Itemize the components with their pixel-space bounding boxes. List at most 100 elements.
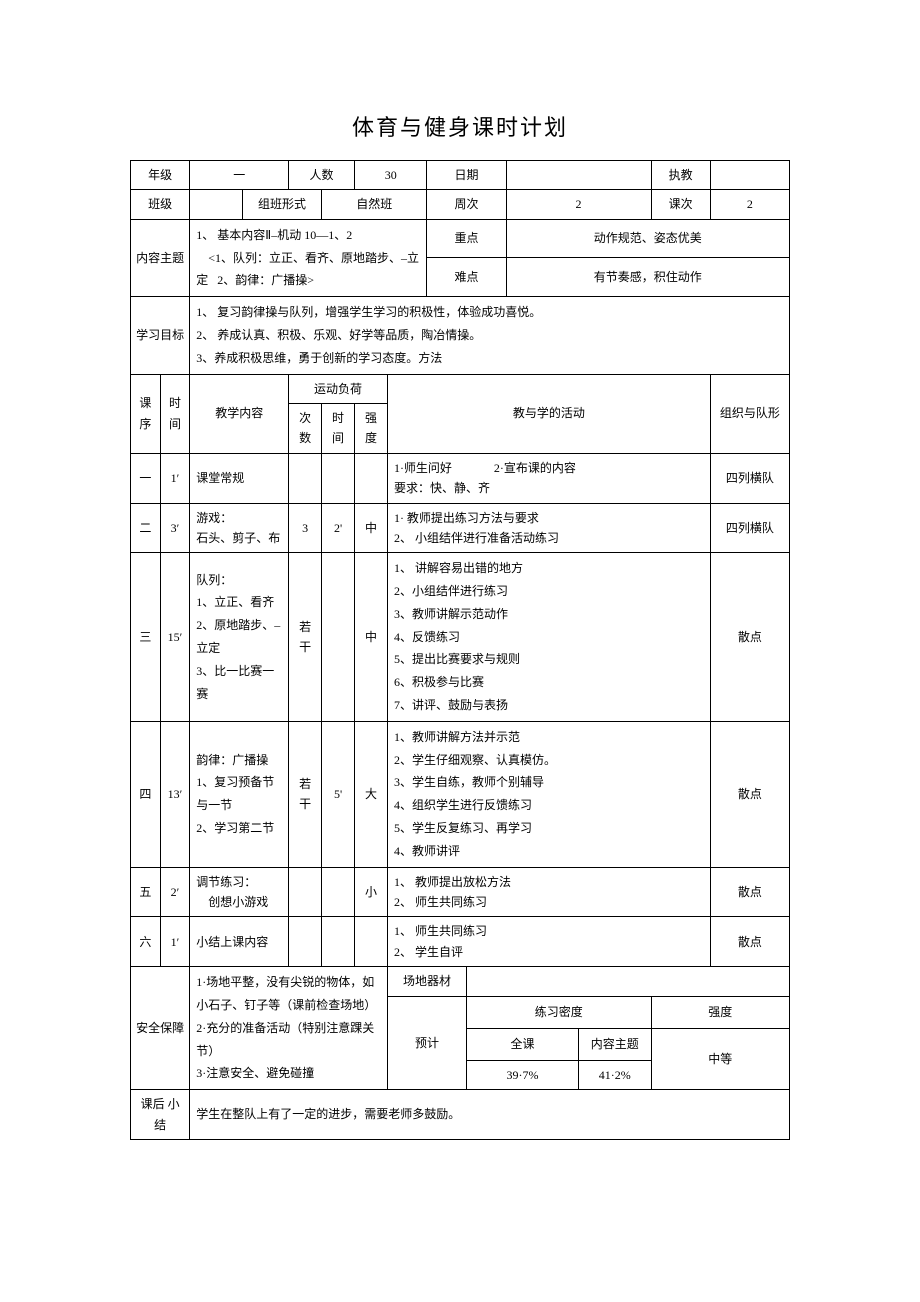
content-text: 1、 基本内容Ⅱ–机动 10—1、2 <1、队列：立正、看齐、原地踏步、–立定 … — [190, 219, 427, 296]
lesson-label: 课次 — [651, 190, 710, 219]
row-seq: 五 — [131, 867, 161, 917]
activity-header-1: 课序 时间 教学内容 运动负荷 教与学的活动 组织与队形 — [131, 374, 790, 403]
lesson-plan-table: 年级 一 人数 30 日期 执教 班级 组班形式 自然班 周次 2 课次 2 内… — [130, 160, 790, 1140]
table-row: 三 15′ 队列：1、立正、看齐2、原地踏步、–立定3、比一比赛一赛 若干 中 … — [131, 553, 790, 722]
form-label: 组班形式 — [243, 190, 322, 219]
load-header: 运动负荷 — [289, 374, 388, 403]
lesson-value: 2 — [710, 190, 789, 219]
row-seq: 二 — [131, 503, 161, 553]
full-value: 39·7% — [467, 1060, 579, 1089]
row-content: 游戏：石头、剪子、布 — [190, 503, 289, 553]
date-value — [506, 161, 651, 190]
row-duration: 5' — [322, 721, 355, 867]
row-intensity — [355, 453, 388, 503]
row-formation: 四列横队 — [710, 503, 789, 553]
class-label: 班级 — [131, 190, 190, 219]
row-duration — [322, 867, 355, 917]
row-time: 2′ — [160, 867, 190, 917]
form-value: 自然班 — [322, 190, 427, 219]
estimate-label: 预计 — [387, 996, 466, 1090]
seq-header: 课序 — [131, 374, 161, 453]
row-content: 调节练习： 创想小游戏 — [190, 867, 289, 917]
formation-header: 组织与队形 — [710, 374, 789, 453]
row-formation: 散点 — [710, 721, 789, 867]
row-activity: 1·师生问好 2·宣布课的内容要求：快、静、齐 — [387, 453, 710, 503]
intensity-value: 中等 — [651, 1028, 790, 1090]
row-times: 3 — [289, 503, 322, 553]
row-times — [289, 867, 322, 917]
row-formation: 散点 — [710, 867, 789, 917]
row-content: 课堂常规 — [190, 453, 289, 503]
times-header: 次数 — [289, 403, 322, 453]
safety-row-1: 安全保障 1·场地平整，没有尖锐的物体，如小石子、钉子等（课前检查场地）2·充分… — [131, 967, 790, 996]
summary-text: 学生在整队上有了一定的进步，需要老师多鼓励。 — [190, 1090, 790, 1140]
keypoint-value: 动作规范、姿态优美 — [506, 219, 789, 258]
row-duration: 2' — [322, 503, 355, 553]
date-label: 日期 — [427, 161, 506, 190]
page-title: 体育与健身课时计划 — [130, 110, 790, 142]
topic-label: 内容主题 — [579, 1028, 651, 1060]
row-seq: 六 — [131, 917, 161, 967]
row-duration — [322, 917, 355, 967]
venue-label: 场地器材 — [387, 967, 466, 996]
content-label: 内容主题 — [131, 219, 190, 296]
row-activity: 1、教师讲解方法并示范2、学生仔细观察、认真模仿。3、学生自练，教师个别辅导4、… — [387, 721, 710, 867]
row-times — [289, 453, 322, 503]
count-label: 人数 — [289, 161, 355, 190]
difficulty-value: 有节奏感，积住动作 — [506, 258, 789, 297]
row-intensity: 中 — [355, 553, 388, 722]
row-intensity: 中 — [355, 503, 388, 553]
class-value — [190, 190, 243, 219]
intensity-label: 强度 — [651, 996, 790, 1028]
content-header: 教学内容 — [190, 374, 289, 453]
row-intensity: 小 — [355, 867, 388, 917]
summary-label: 课后 小结 — [131, 1090, 190, 1140]
row-times: 若干 — [289, 553, 322, 722]
table-row: 六 1′ 小结上课内容 1、 师生共同练习2、 学生自评 散点 — [131, 917, 790, 967]
row-time: 1′ — [160, 917, 190, 967]
content-row-1: 内容主题 1、 基本内容Ⅱ–机动 10—1、2 <1、队列：立正、看齐、原地踏步… — [131, 219, 790, 258]
summary-row: 课后 小结 学生在整队上有了一定的进步，需要老师多鼓励。 — [131, 1090, 790, 1140]
row-times — [289, 917, 322, 967]
goals-label: 学习目标 — [131, 297, 190, 374]
venue-value — [467, 967, 790, 996]
row-duration — [322, 453, 355, 503]
teacher-label: 执教 — [651, 161, 710, 190]
row-content: 队列：1、立正、看齐2、原地踏步、–立定3、比一比赛一赛 — [190, 553, 289, 722]
week-value: 2 — [506, 190, 651, 219]
row-formation: 四列横队 — [710, 453, 789, 503]
keypoint-label: 重点 — [427, 219, 506, 258]
row-activity: 1、 教师提出放松方法2、 师生共同练习 — [387, 867, 710, 917]
row-formation: 散点 — [710, 553, 789, 722]
row-intensity — [355, 917, 388, 967]
goals-row: 学习目标 1、 复习韵律操与队列，增强学生学习的积极性，体验成功喜悦。2、 养成… — [131, 297, 790, 374]
row-seq: 三 — [131, 553, 161, 722]
activity-header: 教与学的活动 — [387, 374, 710, 453]
row-times: 若干 — [289, 721, 322, 867]
grade-label: 年级 — [131, 161, 190, 190]
row-seq: 四 — [131, 721, 161, 867]
row-seq: 一 — [131, 453, 161, 503]
row-time: 15′ — [160, 553, 190, 722]
safety-text: 1·场地平整，没有尖锐的物体，如小石子、钉子等（课前检查场地）2·充分的准备活动… — [190, 967, 388, 1090]
teacher-value — [710, 161, 789, 190]
table-row: 一 1′ 课堂常规 1·师生问好 2·宣布课的内容要求：快、静、齐 四列横队 — [131, 453, 790, 503]
grade-value: 一 — [190, 161, 289, 190]
row-intensity: 大 — [355, 721, 388, 867]
density-label: 练习密度 — [467, 996, 652, 1028]
header-row-1: 年级 一 人数 30 日期 执教 — [131, 161, 790, 190]
row-time: 13′ — [160, 721, 190, 867]
table-row: 五 2′ 调节练习： 创想小游戏 小 1、 教师提出放松方法2、 师生共同练习 … — [131, 867, 790, 917]
difficulty-label: 难点 — [427, 258, 506, 297]
row-activity: 1、 讲解容易出错的地方2、小组结伴进行练习3、教师讲解示范动作4、反馈练习5、… — [387, 553, 710, 722]
full-label: 全课 — [467, 1028, 579, 1060]
row-content: 韵律：广播操1、复习预备节与一节2、学习第二节 — [190, 721, 289, 867]
header-row-2: 班级 组班形式 自然班 周次 2 课次 2 — [131, 190, 790, 219]
week-label: 周次 — [427, 190, 506, 219]
safety-label: 安全保障 — [131, 967, 190, 1090]
intensity-header: 强度 — [355, 403, 388, 453]
row-formation: 散点 — [710, 917, 789, 967]
row-time: 1′ — [160, 453, 190, 503]
time-header: 时间 — [160, 374, 190, 453]
row-duration — [322, 553, 355, 722]
